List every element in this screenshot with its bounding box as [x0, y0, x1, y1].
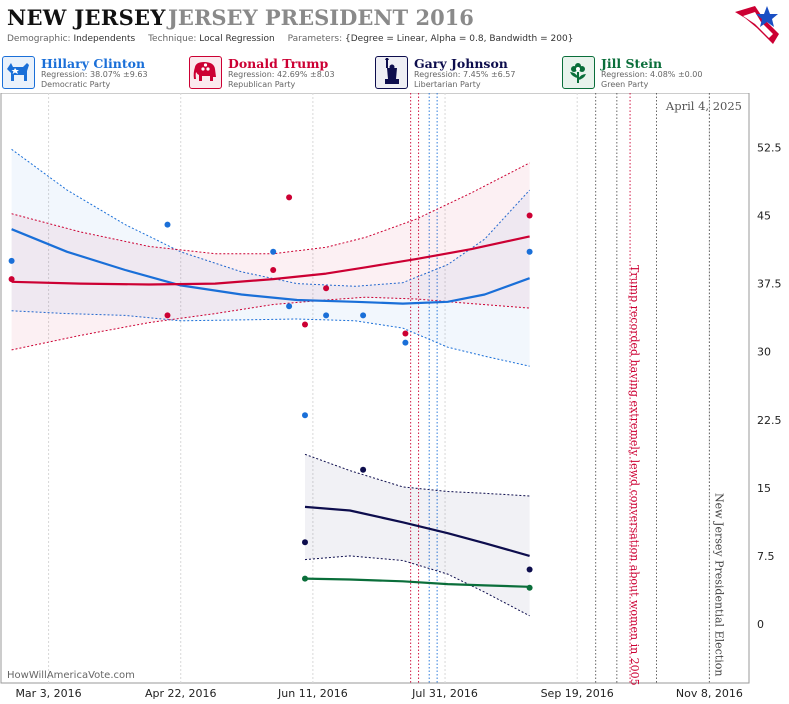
- candidate-name: Jill Stein: [601, 56, 663, 71]
- upper-bound-line: [11, 148, 530, 287]
- date-label: April 4, 2025: [665, 99, 742, 113]
- poll-point: [302, 539, 308, 546]
- poll-point: [8, 257, 15, 264]
- candidate-regression: Regression: 42.69% ±8.03: [228, 70, 335, 79]
- candidate-name: Gary Johnson: [414, 56, 508, 71]
- trend-lines: [11, 228, 530, 588]
- x-tick-label: Jun 11, 2016: [277, 687, 348, 700]
- poll-point: [164, 221, 171, 228]
- x-tick-label: Apr 22, 2016: [145, 687, 217, 700]
- poll-points: [8, 194, 533, 591]
- candidate-name: Hillary Clinton: [41, 56, 146, 71]
- candidate-regression: Regression: 4.08% ±0.00: [601, 70, 703, 79]
- annotations: Trump recorded having extremely lewd con…: [628, 265, 726, 686]
- technique-value: Local Regression: [199, 34, 275, 44]
- candidate-party: Republican Party: [228, 80, 296, 89]
- annotation-label: Trump recorded having extremely lewd con…: [628, 265, 641, 686]
- poll-point: [323, 312, 330, 319]
- parameters-value: {Degree = Linear, Alpha = 0.8, Bandwidth…: [345, 34, 574, 44]
- poll-point: [286, 194, 293, 201]
- confidence-band: [305, 454, 530, 616]
- poll-point: [360, 466, 367, 473]
- x-tick-label: Nov 8, 2016: [676, 687, 743, 700]
- event-lines: [410, 93, 710, 683]
- candidate-trump[interactable]: Donald Trump Regression: 42.69% ±8.03 Re…: [189, 55, 375, 92]
- poll-point: [302, 412, 308, 419]
- trend-line: [304, 577, 530, 588]
- parameters-line: Demographic: Independents Technique: Loc…: [7, 34, 573, 44]
- race-title: JERSEY PRESIDENT 2016: [168, 5, 474, 30]
- candidate-clinton[interactable]: Hillary Clinton Regression: 38.07% ±9.63…: [2, 55, 188, 92]
- plot-area: [0, 93, 750, 684]
- poll-chart: 0 7.5 15 22.5 30 37.5 45 52.5 Mar 3, 2016 Apr 22…: [0, 93, 782, 700]
- donkey-icon: [2, 56, 35, 89]
- y-tick-label: 30: [757, 346, 771, 359]
- x-tick-label: Jul 31, 2016: [411, 687, 478, 700]
- trend-line: [11, 228, 530, 305]
- y-tick-label: 15: [757, 482, 771, 495]
- technique-label: Technique:: [148, 34, 197, 44]
- poll-point: [286, 303, 293, 310]
- upper-bound-line: [304, 453, 530, 497]
- header: NEW JERSEY JERSEY PRESIDENT 2016 Demogra…: [0, 0, 789, 56]
- y-tick-label: 22.5: [757, 414, 782, 427]
- parameters-label: Parameters:: [287, 34, 343, 44]
- trend-line: [11, 235, 530, 286]
- x-tick-label: Mar 3, 2016: [15, 687, 81, 700]
- flower-icon: [562, 56, 595, 89]
- y-tick-label: 0: [757, 618, 764, 631]
- poll-point: [270, 248, 277, 255]
- elephant-icon: [189, 56, 222, 89]
- demographic-value: Independents: [73, 34, 136, 44]
- confidence-band: [11, 149, 530, 367]
- site-logo-icon[interactable]: [733, 4, 781, 48]
- poll-point: [526, 566, 533, 573]
- poll-point: [8, 276, 15, 283]
- demographic-label: Demographic:: [7, 34, 71, 44]
- candidate-name: Donald Trump: [228, 56, 329, 71]
- poll-point: [526, 584, 533, 591]
- poll-point: [402, 339, 409, 346]
- candidate-party: Green Party: [601, 80, 649, 89]
- y-tick-label: 7.5: [757, 550, 775, 563]
- poll-point: [360, 312, 367, 319]
- state-title: NEW JERSEY: [7, 5, 166, 30]
- x-tick-label: Sep 19, 2016: [541, 687, 614, 700]
- candidate-party: Libertarian Party: [414, 80, 481, 89]
- watermark: HowWillAmericaVote.com: [7, 670, 135, 681]
- candidate-regression: Regression: 38.07% ±9.63: [41, 70, 148, 79]
- upper-bound-line: [11, 162, 530, 255]
- poll-point: [302, 321, 308, 328]
- poll-point: [270, 267, 277, 273]
- y-axis: 0 7.5 15 22.5 30 37.5 45 52.5: [757, 141, 782, 631]
- y-tick-label: 52.5: [757, 141, 782, 154]
- x-axis: Mar 3, 2016 Apr 22, 2016 Jun 11, 2016 Jul 3…: [15, 687, 742, 700]
- poll-point: [402, 330, 409, 337]
- poll-point: [526, 212, 533, 219]
- y-tick-label: 45: [757, 210, 771, 223]
- annotation-label: New Jersey Presidential Election: [712, 493, 725, 676]
- candidate-legend: Hillary Clinton Regression: 38.07% ±9.63…: [0, 55, 789, 93]
- lower-bound-line: [11, 310, 530, 367]
- confidence-band: [11, 162, 530, 350]
- statue-of-liberty-icon: [375, 56, 408, 89]
- candidate-johnson[interactable]: Gary Johnson Regression: 7.45% ±6.57 Lib…: [375, 55, 561, 92]
- poll-point: [302, 575, 308, 582]
- poll-point: [526, 248, 533, 255]
- lower-bound-line: [304, 555, 530, 617]
- confidence-bands: [11, 148, 530, 617]
- poll-point: [323, 285, 330, 292]
- candidate-stein[interactable]: Jill Stein Regression: 4.08% ±0.00 Green…: [562, 55, 748, 92]
- y-tick-label: 37.5: [757, 278, 782, 291]
- trend-line: [304, 505, 530, 557]
- candidate-regression: Regression: 7.45% ±6.57: [414, 70, 516, 79]
- poll-point: [164, 312, 171, 319]
- candidate-party: Democratic Party: [41, 80, 111, 89]
